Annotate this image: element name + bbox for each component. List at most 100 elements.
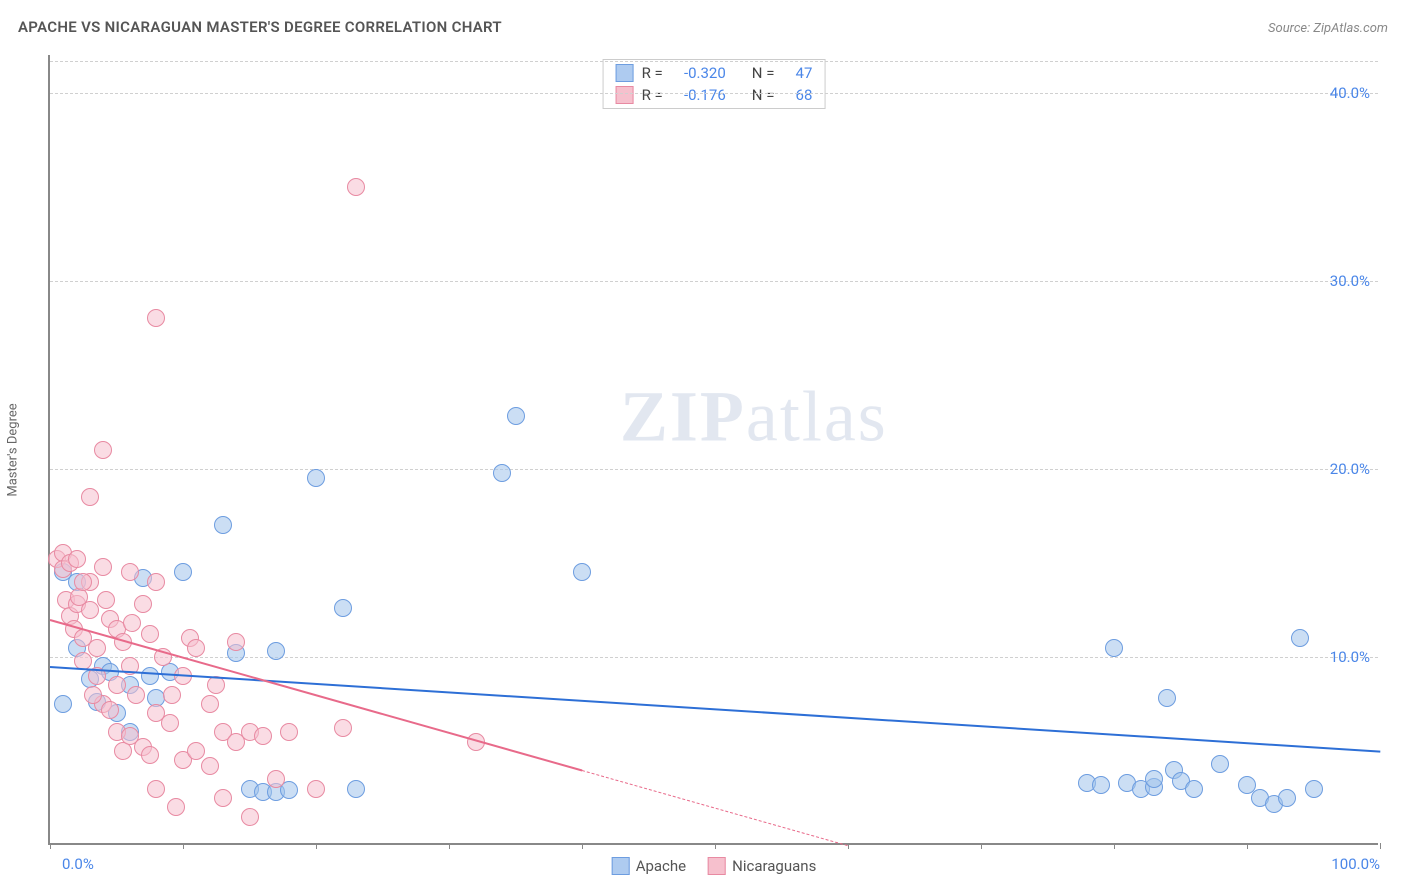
- data-point: [141, 667, 159, 685]
- stat-r-label: R =: [642, 64, 663, 82]
- x-tick-label: 100.0%: [1331, 855, 1380, 873]
- x-tick: [1380, 843, 1381, 849]
- legend-swatch: [616, 86, 634, 104]
- data-point: [163, 686, 181, 704]
- source-attribution: Source: ZipAtlas.com: [1268, 21, 1388, 36]
- data-point: [1278, 789, 1296, 807]
- stat-r-label: R =: [642, 86, 663, 104]
- data-point: [94, 441, 112, 459]
- data-point: [214, 789, 232, 807]
- data-point: [1291, 629, 1309, 647]
- data-point: [334, 719, 352, 737]
- data-point: [81, 488, 99, 506]
- data-point: [88, 639, 106, 657]
- grid-line: [50, 281, 1378, 282]
- watermark: ZIPatlas: [620, 376, 888, 459]
- data-point: [573, 563, 591, 581]
- y-tick-label: 20.0%: [1330, 460, 1370, 478]
- x-tick: [183, 843, 184, 849]
- y-tick-label: 30.0%: [1330, 272, 1370, 290]
- data-point: [280, 723, 298, 741]
- y-tick-label: 40.0%: [1330, 84, 1370, 102]
- legend-series-item: Apache: [612, 857, 686, 875]
- data-point: [347, 780, 365, 798]
- data-point: [334, 599, 352, 617]
- data-point: [68, 550, 86, 568]
- data-point: [201, 757, 219, 775]
- data-point: [141, 746, 159, 764]
- y-tick-label: 10.0%: [1330, 648, 1370, 666]
- x-tick: [981, 843, 982, 849]
- legend-stat-row: R = -0.176 N = 68: [604, 84, 825, 106]
- data-point: [307, 780, 325, 798]
- y-axis-title: Master's Degree: [6, 403, 21, 496]
- data-point: [74, 573, 92, 591]
- data-point: [201, 695, 219, 713]
- data-point: [108, 676, 126, 694]
- data-point: [127, 686, 145, 704]
- legend-stats: R =-0.320N =47R =-0.176N =68: [603, 59, 826, 109]
- data-point: [1185, 780, 1203, 798]
- data-point: [134, 595, 152, 613]
- grid-line: [50, 657, 1378, 658]
- data-point: [161, 714, 179, 732]
- plot-region: ZIPatlas R =-0.320N =47R =-0.176N =68 Ap…: [48, 55, 1378, 845]
- x-tick: [582, 843, 583, 849]
- grid-line: [50, 93, 1378, 94]
- data-point: [81, 601, 99, 619]
- legend-series: Apache Nicaraguans: [612, 857, 817, 875]
- chart-title: APACHE VS NICARAGUAN MASTER'S DEGREE COR…: [18, 18, 502, 36]
- x-tick: [449, 843, 450, 849]
- x-tick: [1247, 843, 1248, 849]
- data-point: [267, 770, 285, 788]
- data-point: [187, 639, 205, 657]
- legend-series-item: Nicaraguans: [708, 857, 816, 875]
- x-tick: [316, 843, 317, 849]
- data-point: [84, 686, 102, 704]
- x-tick-label: 0.0%: [62, 855, 94, 873]
- data-point: [97, 591, 115, 609]
- data-point: [493, 464, 511, 482]
- data-point: [147, 573, 165, 591]
- data-point: [101, 701, 119, 719]
- stat-n-value: 68: [782, 86, 812, 104]
- data-point: [507, 407, 525, 425]
- x-tick: [848, 843, 849, 849]
- chart-area: Master's Degree ZIPatlas R =-0.320N =47R…: [48, 55, 1378, 845]
- stat-r-value: -0.320: [671, 64, 726, 82]
- data-point: [121, 563, 139, 581]
- data-point: [307, 469, 325, 487]
- data-point: [147, 309, 165, 327]
- trend-line-dashed: [582, 770, 848, 846]
- legend-swatch: [616, 64, 634, 82]
- data-point: [1211, 755, 1229, 773]
- legend-swatch: [708, 857, 726, 875]
- data-point: [1105, 639, 1123, 657]
- data-point: [1145, 770, 1163, 788]
- data-point: [1305, 780, 1323, 798]
- data-point: [1158, 689, 1176, 707]
- data-point: [187, 742, 205, 760]
- x-tick: [715, 843, 716, 849]
- legend-series-label: Nicaraguans: [732, 857, 816, 875]
- legend-swatch: [612, 857, 630, 875]
- data-point: [141, 625, 159, 643]
- legend-stat-row: R =-0.320N =47: [604, 62, 825, 84]
- legend-series-label: Apache: [636, 857, 686, 875]
- data-point: [214, 516, 232, 534]
- data-point: [1092, 776, 1110, 794]
- x-tick: [1114, 843, 1115, 849]
- stat-n-label: N =: [752, 86, 775, 104]
- data-point: [123, 614, 141, 632]
- data-point: [347, 178, 365, 196]
- data-point: [254, 727, 272, 745]
- data-point: [167, 798, 185, 816]
- x-tick: [50, 843, 51, 849]
- data-point: [94, 558, 112, 576]
- data-point: [267, 642, 285, 660]
- data-point: [227, 633, 245, 651]
- data-point: [147, 780, 165, 798]
- data-point: [241, 808, 259, 826]
- stat-r-value: -0.176: [671, 86, 726, 104]
- grid-line: [50, 61, 1378, 62]
